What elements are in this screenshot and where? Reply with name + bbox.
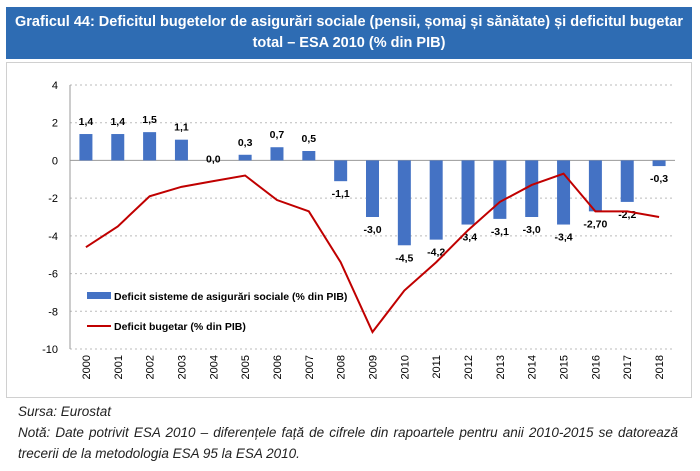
x-tick-label: 2017 bbox=[622, 355, 634, 379]
x-tick-label: 2018 bbox=[654, 355, 666, 379]
bar bbox=[366, 160, 379, 217]
data-label: 1,5 bbox=[142, 114, 157, 126]
x-tick-label: 2001 bbox=[113, 355, 125, 379]
bar bbox=[238, 154, 252, 161]
x-tick-label: 2004 bbox=[208, 355, 220, 379]
x-tick-label: 2005 bbox=[240, 355, 252, 379]
data-label: -3,0 bbox=[523, 224, 541, 236]
chart-frame bbox=[6, 62, 692, 398]
legend-label-line: Deficit bugetar (% din PIB) bbox=[114, 321, 246, 333]
data-label: -4,2 bbox=[427, 247, 445, 259]
bar bbox=[174, 139, 188, 161]
x-tick-label: 2002 bbox=[145, 355, 157, 379]
note-text: Notă: Date potrivit ESA 2010 – diferențe… bbox=[18, 425, 678, 461]
x-tick-label: 2007 bbox=[304, 355, 316, 379]
source-text: Sursa: Eurostat bbox=[18, 404, 112, 419]
y-tick-label: 0 bbox=[52, 155, 58, 167]
bar bbox=[429, 160, 443, 240]
y-tick-label: -4 bbox=[48, 231, 58, 243]
data-label: -1,1 bbox=[332, 188, 350, 200]
bar bbox=[525, 160, 539, 217]
bar bbox=[461, 160, 475, 225]
bar bbox=[652, 160, 666, 167]
data-label: 1,4 bbox=[110, 116, 125, 128]
y-tick-label: -6 bbox=[48, 269, 58, 281]
y-tick-label: 2 bbox=[52, 118, 58, 130]
bar bbox=[493, 160, 507, 219]
x-tick-label: 2006 bbox=[272, 355, 284, 379]
data-label: 0,0 bbox=[206, 153, 221, 165]
x-tick-label: 2003 bbox=[176, 355, 188, 379]
x-tick-label: 2009 bbox=[368, 355, 380, 379]
y-tick-label: -10 bbox=[42, 344, 58, 356]
data-label: 0,3 bbox=[238, 137, 253, 149]
data-label: -3,1 bbox=[491, 226, 509, 238]
bar bbox=[557, 160, 571, 225]
bar bbox=[143, 132, 157, 161]
data-label: 1,4 bbox=[79, 116, 94, 128]
data-label: 1,1 bbox=[174, 122, 189, 134]
bar bbox=[270, 147, 284, 161]
bar bbox=[588, 160, 602, 212]
chart: 4 2 0 -2 -4 -6 -8 -10 1,4 2000 1,4 2001 1,5 2002 1,1 20… bbox=[42, 80, 675, 379]
bar bbox=[302, 151, 316, 161]
data-label: -4,5 bbox=[395, 252, 413, 264]
y-tick-label: 4 bbox=[52, 80, 58, 92]
y-tick-label: -8 bbox=[48, 306, 58, 318]
y-tick-label: -2 bbox=[48, 193, 58, 205]
x-tick-label: 2015 bbox=[559, 355, 571, 379]
bar bbox=[111, 134, 125, 161]
bar bbox=[620, 160, 634, 202]
x-tick-label: 2014 bbox=[527, 355, 539, 379]
data-label: -3,0 bbox=[363, 224, 381, 236]
data-label: -2,70 bbox=[583, 218, 607, 230]
bar bbox=[334, 160, 348, 182]
bar bbox=[397, 160, 411, 246]
x-tick-label: 2000 bbox=[81, 355, 93, 379]
x-tick-label: 2016 bbox=[590, 355, 602, 379]
x-tick-label: 2008 bbox=[336, 355, 348, 379]
legend-bar-swatch bbox=[87, 292, 111, 299]
budget-deficit-line bbox=[85, 172, 660, 334]
data-label: -0,3 bbox=[650, 173, 668, 185]
data-label: 0,5 bbox=[302, 133, 317, 145]
x-tick-label: 2012 bbox=[463, 355, 475, 379]
x-tick-label: 2011 bbox=[431, 355, 443, 379]
data-label: 0,7 bbox=[270, 129, 285, 141]
chart-title: Graficul 44: Deficitul bugetelor de asig… bbox=[6, 7, 692, 59]
legend-label-bars: Deficit sisteme de asigurări sociale (% … bbox=[114, 291, 347, 303]
bar bbox=[79, 134, 93, 161]
x-tick-label: 2013 bbox=[495, 355, 507, 379]
notes: Sursa: Eurostat Notă: Date potrivit ESA … bbox=[18, 401, 678, 464]
x-tick-label: 2010 bbox=[399, 355, 411, 379]
data-label: -3,4 bbox=[555, 232, 573, 244]
